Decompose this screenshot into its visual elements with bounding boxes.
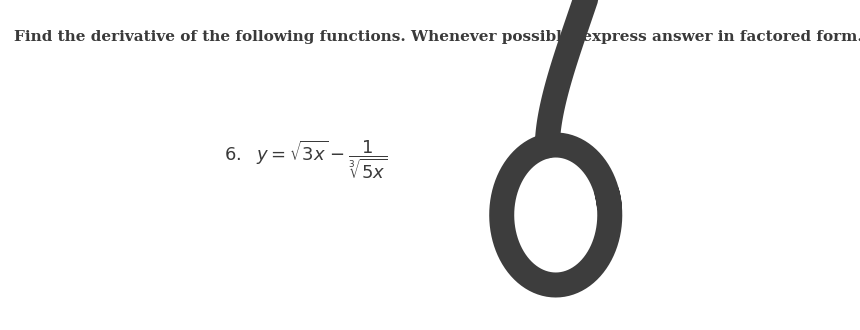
Text: Find the derivative of the following functions. Whenever possible, express answe: Find the derivative of the following fun… [14,30,860,44]
Text: $6. \ \ y = \sqrt{3x} - \dfrac{1}{\sqrt[3]{5x}}$: $6. \ \ y = \sqrt{3x} - \dfrac{1}{\sqrt[… [224,139,388,182]
